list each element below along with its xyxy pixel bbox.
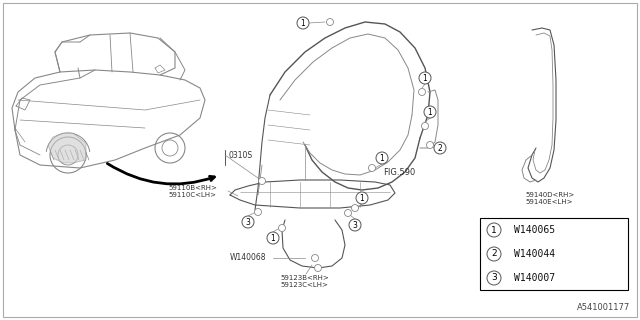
Circle shape: [344, 210, 351, 217]
Text: 1: 1: [360, 194, 364, 203]
Circle shape: [297, 17, 309, 29]
Circle shape: [326, 19, 333, 26]
Circle shape: [422, 123, 429, 130]
Circle shape: [487, 271, 501, 285]
Text: 59140E<LH>: 59140E<LH>: [525, 199, 573, 205]
Text: 3: 3: [246, 218, 250, 227]
Circle shape: [312, 254, 319, 261]
Circle shape: [259, 178, 266, 185]
Circle shape: [267, 232, 279, 244]
Circle shape: [349, 219, 361, 231]
Circle shape: [419, 89, 426, 95]
Circle shape: [426, 141, 433, 148]
Circle shape: [424, 106, 436, 118]
Text: 2: 2: [491, 250, 497, 259]
Text: 1: 1: [271, 234, 275, 243]
Circle shape: [487, 223, 501, 237]
Text: W140044: W140044: [514, 249, 555, 259]
Text: 3: 3: [353, 220, 357, 229]
Text: W140007: W140007: [514, 273, 555, 283]
Text: A541001177: A541001177: [577, 303, 630, 312]
Circle shape: [369, 164, 376, 172]
Circle shape: [419, 72, 431, 84]
Text: 59140D<RH>: 59140D<RH>: [525, 192, 574, 198]
Circle shape: [278, 225, 285, 231]
Circle shape: [356, 192, 368, 204]
Text: FIG.590: FIG.590: [383, 167, 415, 177]
Text: 1: 1: [428, 108, 433, 116]
Circle shape: [242, 216, 254, 228]
Circle shape: [487, 247, 501, 261]
FancyArrowPatch shape: [108, 164, 214, 184]
Text: 3: 3: [491, 274, 497, 283]
Circle shape: [376, 152, 388, 164]
Text: 59123C<LH>: 59123C<LH>: [280, 282, 328, 288]
Text: 1: 1: [380, 154, 385, 163]
Circle shape: [314, 265, 321, 271]
Polygon shape: [48, 133, 86, 163]
Text: 1: 1: [301, 19, 305, 28]
Text: 1: 1: [491, 226, 497, 235]
Text: 59110B<RH>: 59110B<RH>: [168, 185, 217, 191]
Text: 1: 1: [422, 74, 428, 83]
Circle shape: [434, 142, 446, 154]
Circle shape: [255, 209, 262, 215]
Text: W140068: W140068: [230, 253, 266, 262]
Circle shape: [351, 204, 358, 212]
Text: 59110C<LH>: 59110C<LH>: [168, 192, 216, 198]
Text: 2: 2: [438, 143, 442, 153]
Text: 0310S: 0310S: [228, 150, 252, 159]
Text: 59123B<RH>: 59123B<RH>: [280, 275, 329, 281]
Bar: [480, 218, 628, 290]
Text: W140065: W140065: [514, 225, 555, 235]
